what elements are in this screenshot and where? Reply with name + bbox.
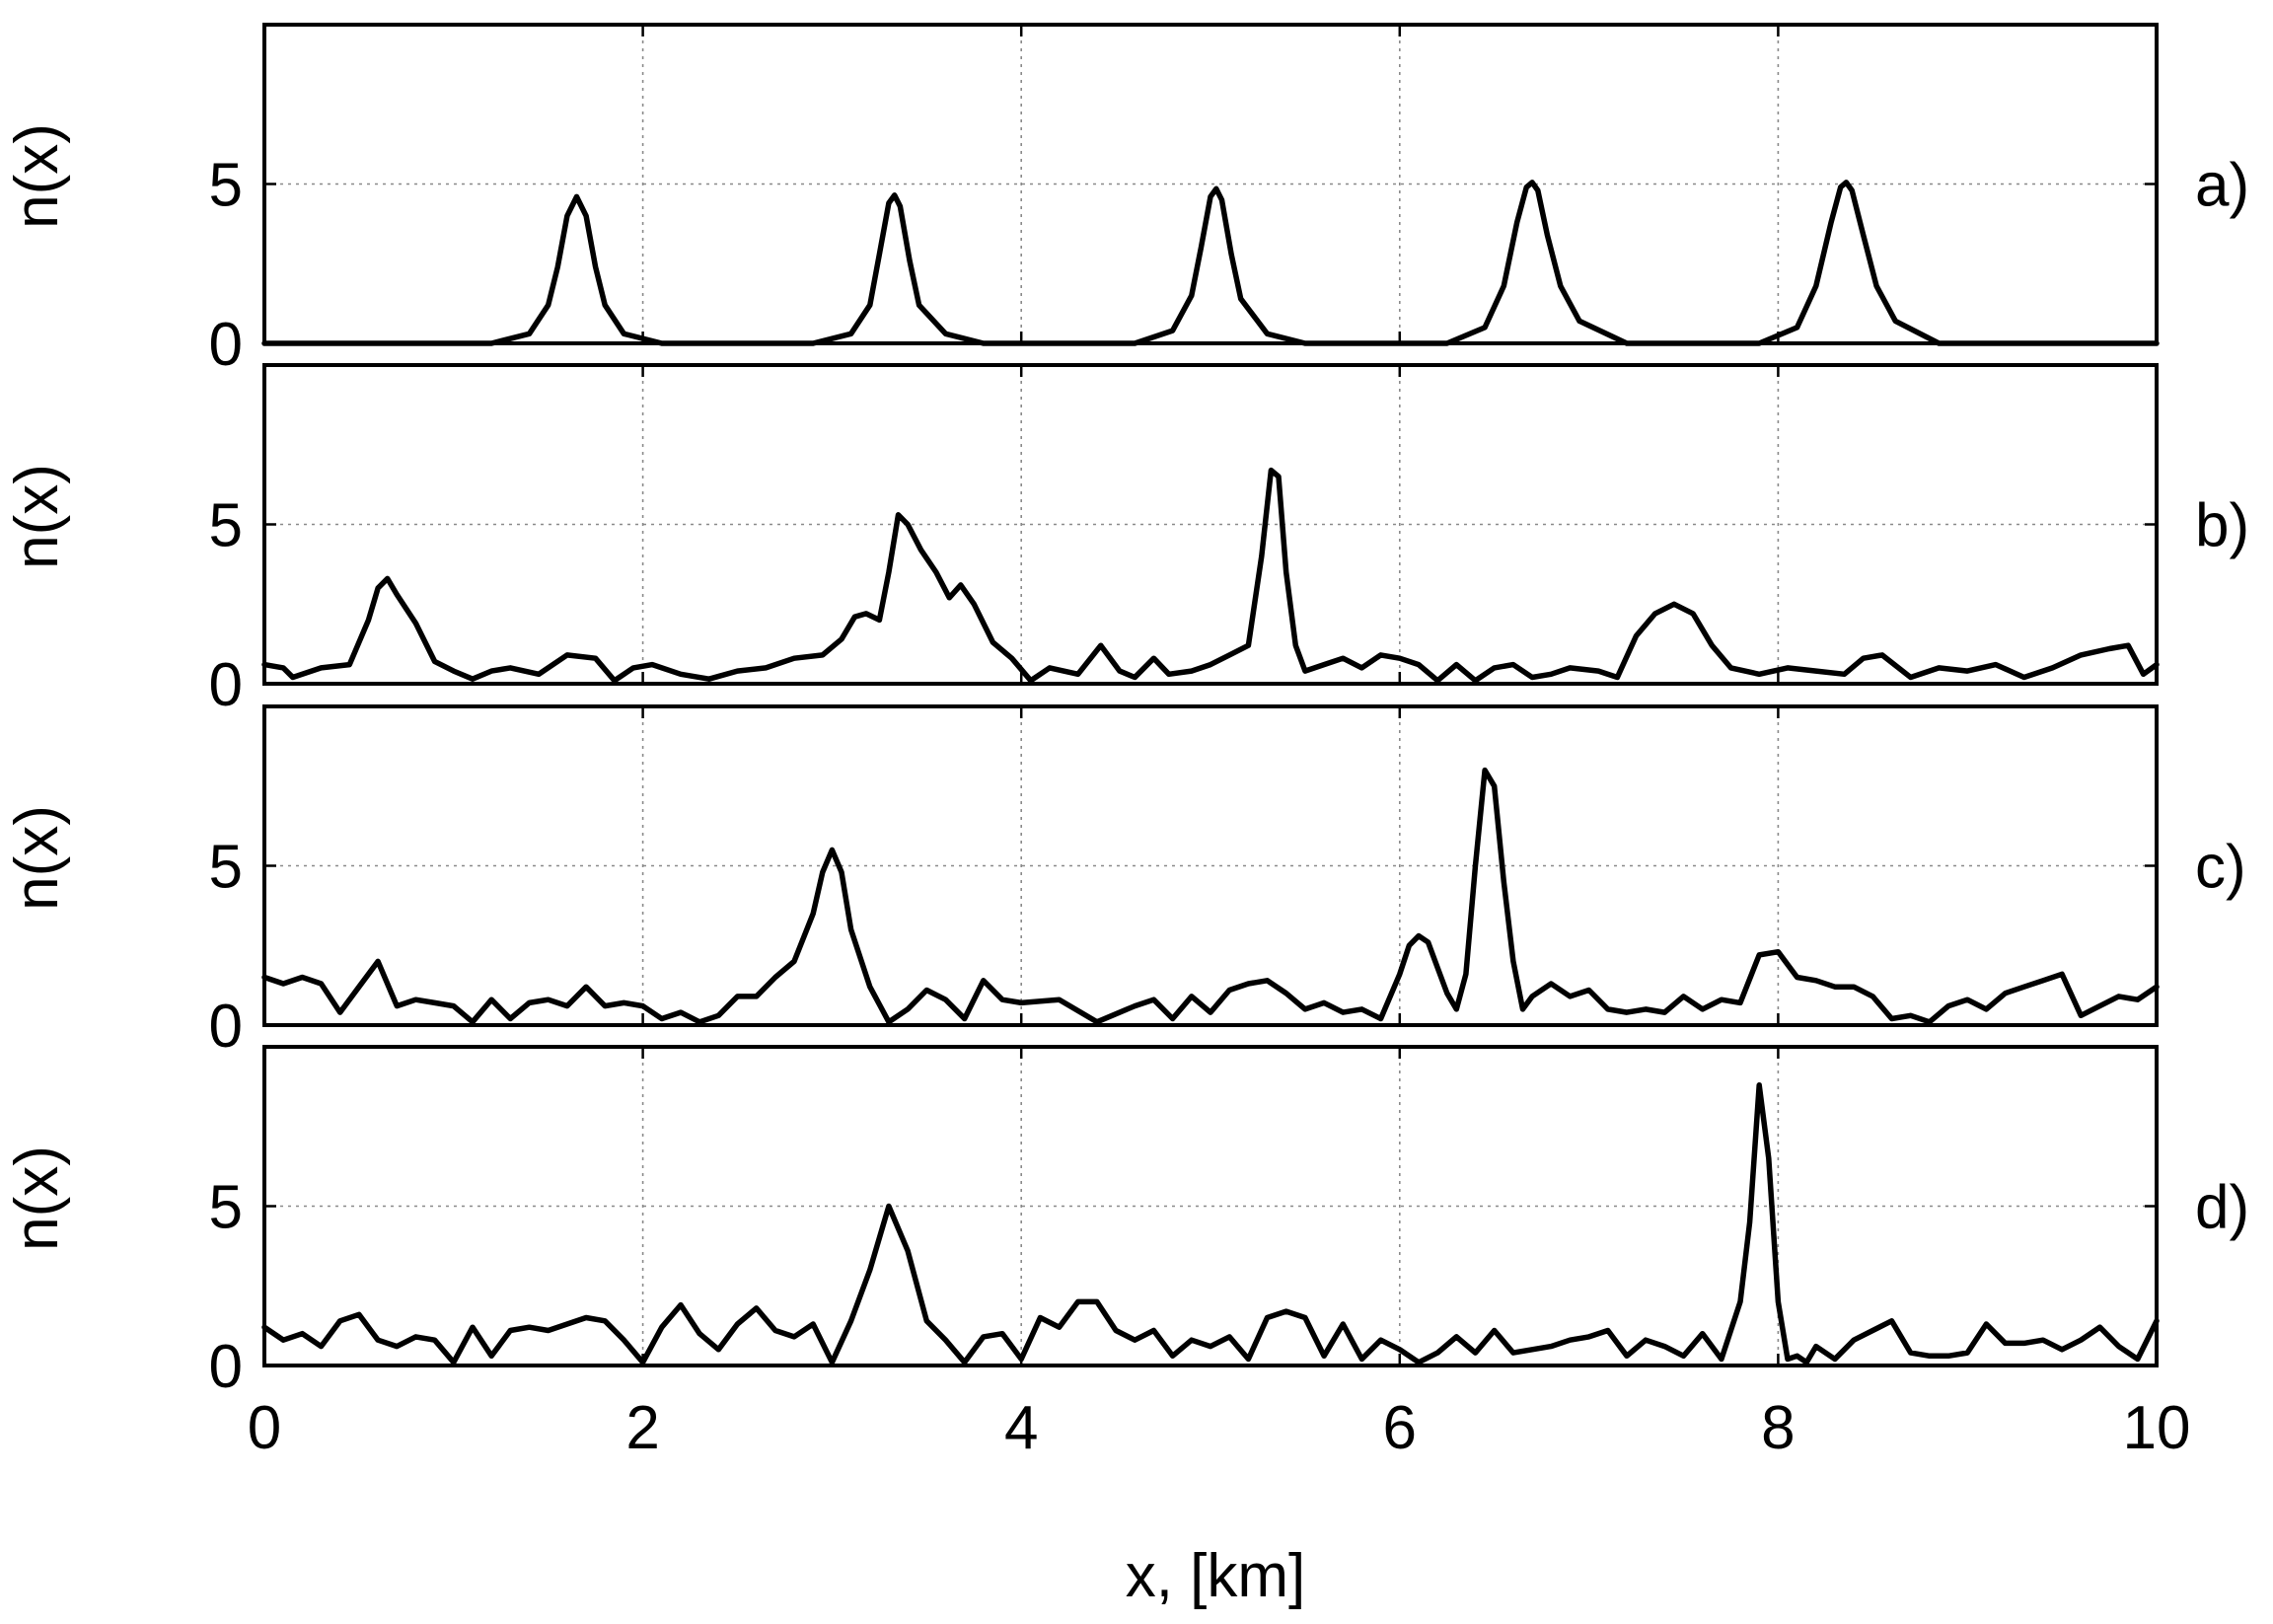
panel-tag-label: b) xyxy=(2195,492,2249,560)
panel-tag-label: d) xyxy=(2195,1174,2249,1242)
panel-frame xyxy=(262,23,2159,345)
y-tick-label: 0 xyxy=(209,993,243,1061)
y-axis-label: n(x) xyxy=(3,123,71,229)
panel-a: 0 5 n(x) a) xyxy=(3,23,2249,379)
y-tick-label: 5 xyxy=(209,492,243,560)
y-tick-label: 0 xyxy=(209,1333,243,1401)
panel-frame xyxy=(262,1045,2159,1367)
panel-b: 0 5 n(x) b) xyxy=(3,363,2249,719)
y-axis-label: n(x) xyxy=(3,464,71,569)
y-tick-label: 0 xyxy=(209,311,243,379)
panel-tag-label: a) xyxy=(2195,152,2249,220)
series-line-a xyxy=(261,180,2160,346)
y-tick-label: 0 xyxy=(209,651,243,719)
chart-panels: 0 5 n(x) a) 0 5 n(x) b) 0 5 n(x) c) 0 5 n(x) d) xyxy=(3,23,2249,1401)
y-axis-label: n(x) xyxy=(3,805,71,911)
y-tick-label: 5 xyxy=(209,152,243,220)
y-tick-label: 5 xyxy=(209,1174,243,1242)
series-line-b xyxy=(261,467,2160,684)
y-tick-label: 5 xyxy=(209,834,243,902)
panel-c: 0 5 n(x) c) xyxy=(3,704,2246,1061)
x-tick-label: 6 xyxy=(1383,1394,1417,1462)
x-tick-label: 0 xyxy=(248,1394,281,1462)
panel-frame xyxy=(262,363,2159,686)
panel-tag-label: c) xyxy=(2195,834,2246,902)
panel-d: 0 5 n(x) d) xyxy=(3,1045,2249,1401)
x-tick-label: 2 xyxy=(625,1394,659,1462)
x-axis-label: x, [km] xyxy=(1126,1542,1306,1610)
x-tick-label: 4 xyxy=(1004,1394,1038,1462)
x-tick-label: 8 xyxy=(1761,1394,1795,1462)
series-line-c xyxy=(261,767,2160,1025)
x-tick-label: 10 xyxy=(2123,1394,2191,1462)
y-axis-label: n(x) xyxy=(3,1145,71,1251)
panel-frame xyxy=(262,704,2159,1027)
shared-x-axis: 0 2 4 6 8 10 xyxy=(248,1394,2191,1462)
series-line-d xyxy=(261,1082,2160,1366)
